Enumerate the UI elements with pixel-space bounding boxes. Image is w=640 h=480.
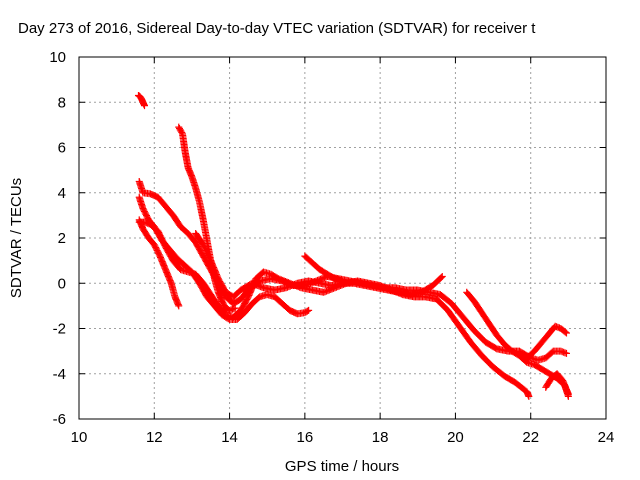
y-tick-label: -4	[53, 366, 66, 383]
data-point	[562, 349, 570, 357]
x-tick-label: 16	[297, 429, 314, 446]
data-point	[562, 329, 570, 337]
x-tick-label: 12	[146, 429, 163, 446]
y-tick-label: -2	[53, 321, 66, 338]
x-tick-label: 20	[447, 429, 464, 446]
y-tick-label: 2	[58, 230, 66, 247]
axis-ticks	[78, 56, 607, 420]
data-point	[140, 102, 148, 110]
data-point	[231, 304, 239, 312]
y-tick-label: -6	[53, 411, 66, 428]
y-tick-label: 6	[58, 140, 66, 157]
x-tick-label: 22	[522, 429, 539, 446]
x-tick-label: 10	[71, 429, 88, 446]
grid	[79, 57, 606, 419]
data-point	[561, 328, 569, 336]
y-tick-label: 10	[49, 49, 66, 66]
x-axis-label: GPS time / hours	[285, 458, 399, 475]
data-point	[305, 306, 313, 314]
data-point	[437, 273, 445, 281]
data-point	[303, 307, 311, 315]
y-tick-label: 8	[58, 94, 66, 111]
x-tick-label: 18	[372, 429, 389, 446]
data-points	[134, 91, 572, 400]
x-tick-label: 14	[221, 429, 238, 446]
chart-title: Day 273 of 2016, Sidereal Day-to-day VTE…	[18, 20, 536, 37]
x-tick-label: 24	[598, 429, 615, 446]
data-point	[525, 392, 533, 400]
y-tick-label: 0	[58, 275, 66, 292]
data-point	[175, 302, 183, 310]
data-point	[564, 390, 572, 398]
y-axis-label: SDTVAR / TECUs	[8, 178, 25, 298]
y-tick-label: 4	[58, 185, 66, 202]
data-point	[339, 277, 346, 285]
data-point	[438, 272, 446, 280]
